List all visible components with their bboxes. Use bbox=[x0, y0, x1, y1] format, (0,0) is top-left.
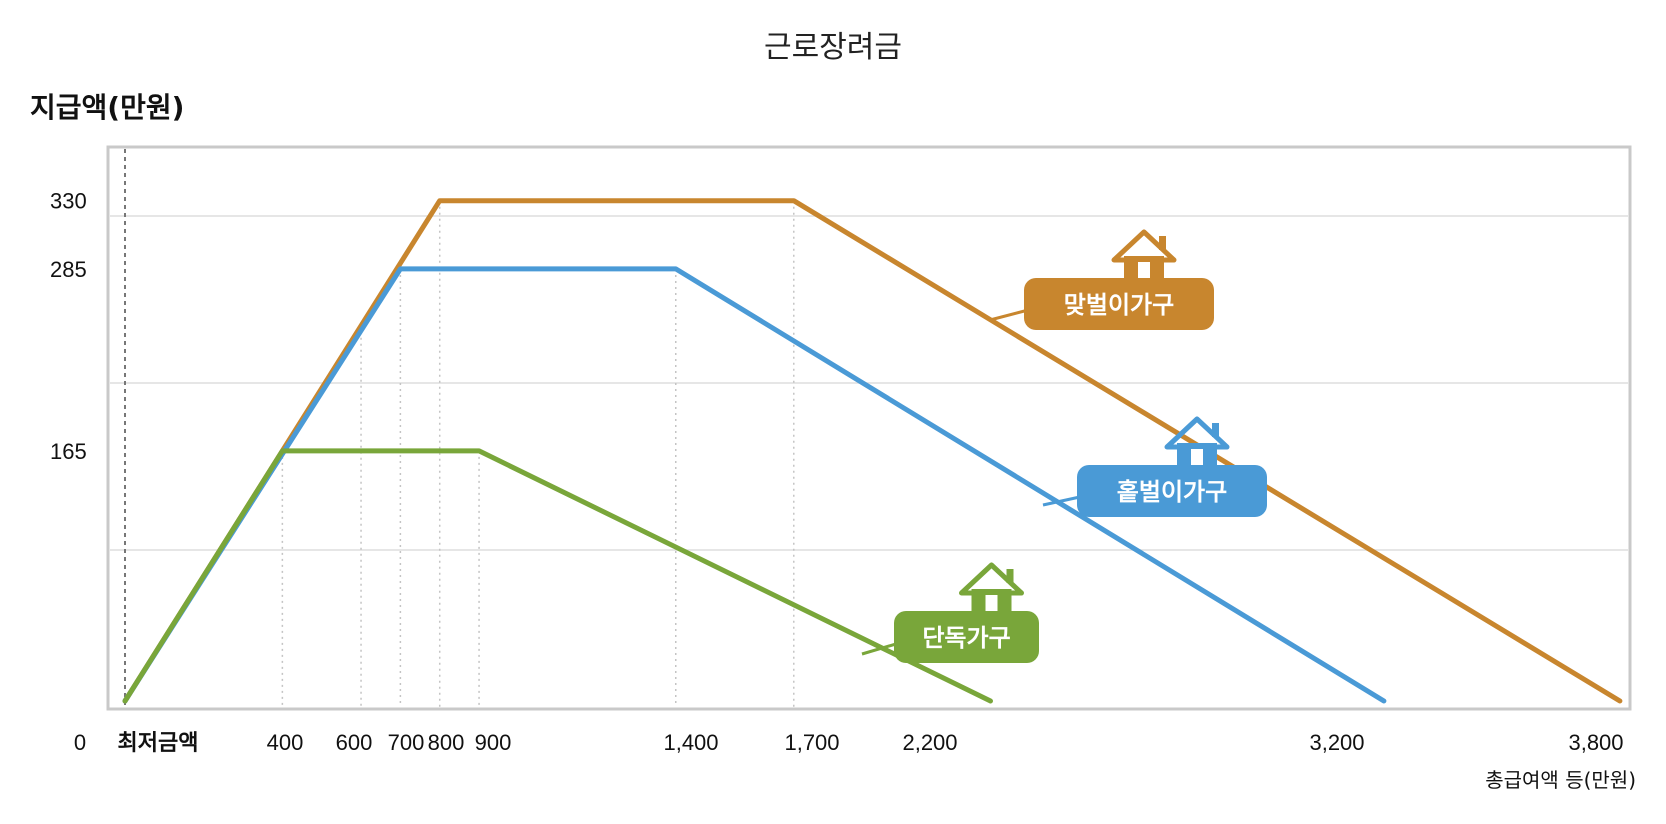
chart-title: 근로장려금 bbox=[764, 30, 902, 65]
legend-tag: 홑벌이가구 bbox=[1042, 416, 1267, 517]
x-tick-label: 900 bbox=[475, 730, 512, 755]
legend-label: 홑벌이가구 bbox=[1117, 478, 1227, 506]
x-tick-label: 1,700 bbox=[784, 730, 839, 755]
x-axis-label: 총급여액 등(만원) bbox=[1485, 768, 1636, 792]
legend-tag-background bbox=[1077, 465, 1267, 517]
x-tick-label: 400 bbox=[267, 730, 304, 755]
x-tick-label: 3,200 bbox=[1309, 730, 1364, 755]
x-tick-label: 1,400 bbox=[663, 730, 718, 755]
x-tick-label: 3,800 bbox=[1568, 730, 1623, 755]
guide-layer bbox=[124, 149, 795, 707]
x-tick-label: 700 bbox=[388, 730, 425, 755]
legend-tag-background bbox=[1024, 278, 1214, 330]
plot-frame bbox=[106, 145, 1632, 711]
legend-label: 맞벌이가구 bbox=[1064, 291, 1174, 319]
house-icon bbox=[1164, 416, 1230, 467]
series-line bbox=[122, 448, 993, 704]
x-tick-label: 최저금액 bbox=[118, 730, 199, 755]
legend-tag: 단독가구 bbox=[861, 562, 1039, 663]
y-tick-label: 330 bbox=[50, 189, 87, 214]
legend-tag-background bbox=[894, 611, 1039, 663]
house-icon bbox=[959, 562, 1024, 613]
legend-label: 단독가구 bbox=[922, 624, 1010, 652]
x-tick-label: 800 bbox=[428, 730, 465, 755]
x-tick-label: 600 bbox=[336, 730, 373, 755]
y-tick-label: 165 bbox=[50, 439, 87, 464]
y-axis-label: 지급액(만원) bbox=[30, 91, 185, 124]
x-tick-label: 2,200 bbox=[902, 730, 957, 755]
legend-tag: 맞벌이가구 bbox=[989, 229, 1214, 330]
x-tick-label: 0 bbox=[74, 730, 86, 755]
y-tick-label: 285 bbox=[50, 257, 87, 282]
house-icon bbox=[1111, 229, 1177, 280]
tick-layer: 330 285 165 0 최저금액 400 600 700 800 900 1,400 1,700 2… bbox=[50, 189, 1624, 755]
